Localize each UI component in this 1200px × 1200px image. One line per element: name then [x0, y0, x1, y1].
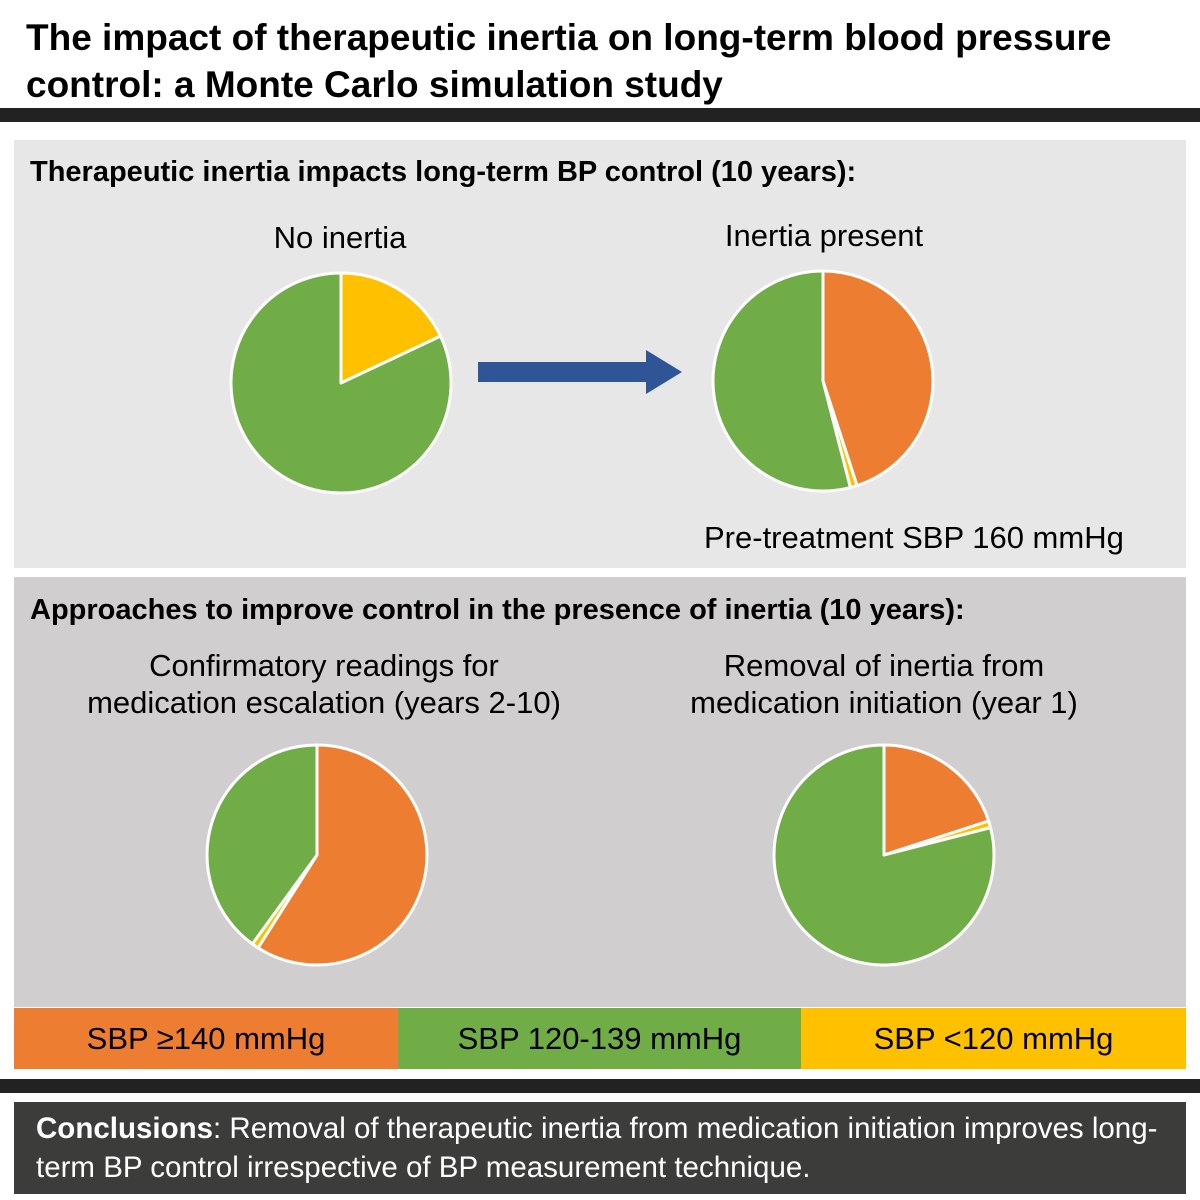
- inertia-present-pie-chart: [711, 269, 935, 493]
- page-title: The impact of therapeutic inertia on lon…: [26, 17, 1112, 105]
- right-arrow-icon: [478, 350, 682, 394]
- pie-slice-sbp-ge-140-mmhg: [256, 743, 429, 967]
- removal-of-inertia-label-line-1: Removal of inertia from: [723, 648, 1045, 683]
- confirmatory-readings-label-line-1: Confirmatory readings for: [149, 648, 499, 683]
- pie-slice-sbp-ge-140-mmhg: [882, 743, 991, 857]
- removal-of-inertia-label-line-2: medication initiation (year 1): [690, 685, 1078, 720]
- no-inertia-label: No inertia: [273, 220, 407, 255]
- inertia-present-label: Inertia present: [724, 218, 924, 253]
- top-divider: [0, 108, 1200, 122]
- pie-slice-sbp-ge-140-mmhg: [821, 269, 935, 488]
- pretreatment-sbp-note: Pre-treatment SBP 160 mmHg: [704, 520, 1124, 555]
- confirmatory-readings-pie-chart: [205, 743, 429, 967]
- no-inertia-pie-chart: [229, 271, 453, 495]
- approaches-heading: Approaches to improve control in the pre…: [30, 594, 965, 626]
- approaches-panel: Approaches to improve control in the pre…: [14, 577, 1186, 1007]
- pie-slice-sbp-120-139-mmhg: [772, 743, 996, 967]
- conclusions-label: Conclusions: [36, 1112, 214, 1145]
- bottom-divider: [0, 1079, 1200, 1093]
- confirmatory-readings-label-line-2: medication escalation (years 2-10): [87, 685, 561, 720]
- inertia-impact-panel: Therapeutic inertia impacts long-term BP…: [14, 140, 1186, 568]
- conclusions-box: Conclusions: Removal of therapeutic iner…: [14, 1102, 1186, 1194]
- sbp-legend: SBP ≥140 mmHg SBP 120-139 mmHg SBP <120 …: [14, 1008, 1186, 1069]
- pie-slice-sbp-120-139-mmhg: [711, 269, 852, 493]
- legend-sbp-ge-140: SBP ≥140 mmHg: [14, 1008, 398, 1069]
- conclusions-text: : Removal of therapeutic inertia from me…: [36, 1112, 1158, 1184]
- pie-slice-sbp-120-139-mmhg: [229, 271, 453, 495]
- removal-of-inertia-label: Removal of inertia from medication initi…: [634, 647, 1134, 721]
- legend-sbp-lt-120: SBP <120 mmHg: [801, 1008, 1186, 1069]
- legend-sbp-120-139: SBP 120-139 mmHg: [398, 1008, 801, 1069]
- pie-slice-sbp-lt-120-mmhg: [339, 271, 443, 385]
- removal-of-inertia-pie-chart: [772, 743, 996, 967]
- pie-slice-sbp-120-139-mmhg: [205, 743, 319, 946]
- inertia-impact-heading: Therapeutic inertia impacts long-term BP…: [30, 156, 857, 188]
- confirmatory-readings-label: Confirmatory readings for medication esc…: [34, 647, 614, 721]
